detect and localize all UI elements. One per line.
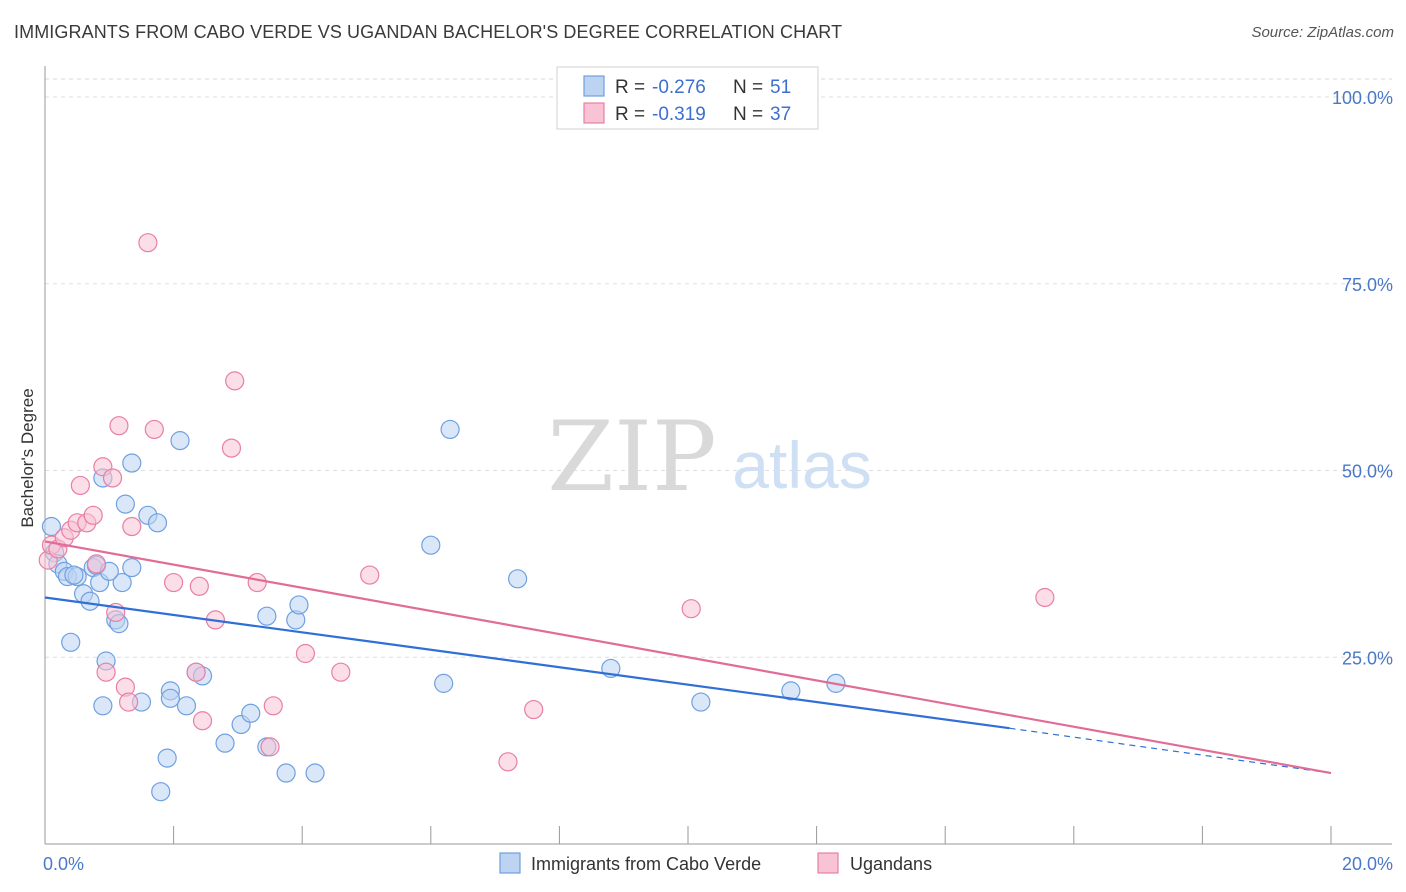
trend-line-ugandans <box>44 540 1332 775</box>
cabo-verde-point <box>215 733 235 753</box>
legend-r-label: R = <box>615 104 645 125</box>
cabo-verde-point <box>257 606 277 626</box>
cabo-verde-point <box>276 763 296 783</box>
trend-line-cabo-verde-extension <box>1009 727 1332 774</box>
cabo-verde-point <box>170 431 190 451</box>
legend-swatch <box>583 75 605 97</box>
cabo-verde-point <box>93 696 113 716</box>
cabo-verde-point <box>61 632 81 652</box>
x-tick-label-min: 0.0% <box>43 854 84 874</box>
ugandan-point <box>192 711 213 731</box>
cabo-verde-point <box>421 535 441 555</box>
legend-n-label: N = <box>733 77 763 98</box>
cabo-verde-point <box>122 453 142 473</box>
ugandan-point <box>189 576 209 596</box>
ugandan-point <box>118 692 139 712</box>
cabo-verde-point <box>440 419 460 440</box>
ugandan-point <box>524 699 544 720</box>
series-cabo-verde-points <box>41 419 846 802</box>
cabo-verde-point <box>781 681 801 701</box>
ugandan-point <box>360 565 380 585</box>
ugandan-point <box>138 233 158 253</box>
legend-r-value: -0.319 <box>652 104 706 125</box>
ugandan-point <box>221 438 242 458</box>
legend-r-label: R = <box>615 77 645 98</box>
cabo-verde-point <box>305 763 325 783</box>
cabo-verde-point <box>151 782 171 802</box>
ugandan-point <box>295 643 316 664</box>
source-label: Source: ZipAtlas.com <box>1251 24 1394 41</box>
legend-n-value: 51 <box>770 77 791 98</box>
y-tick-label: 75.0% <box>1342 275 1393 295</box>
legend-n-value: 37 <box>770 104 791 125</box>
ugandan-point <box>225 371 245 391</box>
ugandan-point <box>86 554 107 574</box>
legend: R = -0.276 N = 51 R = -0.319 N = 37 <box>556 66 819 130</box>
bottom-legend-swatch <box>499 852 521 874</box>
ugandan-point <box>109 416 129 436</box>
ugandan-point <box>263 696 283 716</box>
bottom-legend-label: Immigrants from Cabo Verde <box>531 854 761 874</box>
cabo-verde-point <box>176 696 197 716</box>
legend-r-value: -0.276 <box>652 77 706 98</box>
cabo-verde-point <box>147 513 168 533</box>
bottom-legend: Immigrants from Cabo Verde Ugandans <box>499 852 932 874</box>
ugandan-point <box>70 475 90 496</box>
cabo-verde-point <box>434 673 454 693</box>
legend-n-label: N = <box>733 104 763 125</box>
x-tick-label-max: 20.0% <box>1342 854 1393 874</box>
ugandan-point <box>331 662 351 682</box>
bottom-legend-label: Ugandans <box>850 854 932 874</box>
ugandan-point <box>1035 587 1055 608</box>
cabo-verde-point <box>115 494 135 514</box>
legend-swatch <box>583 102 605 124</box>
y-tick-label: 100.0% <box>1332 88 1393 108</box>
cabo-verde-point <box>160 688 180 708</box>
trend-lines <box>44 540 1332 775</box>
cabo-verde-point <box>80 591 100 611</box>
cabo-verde-point <box>122 558 142 578</box>
y-tick-label: 25.0% <box>1342 648 1393 668</box>
y-axis-label: Bachelor's Degree <box>18 388 37 527</box>
bottom-legend-swatch <box>817 852 839 874</box>
watermark-zip: ZIP <box>547 401 716 513</box>
cabo-verde-point <box>508 569 528 589</box>
ugandan-point <box>260 737 280 757</box>
grid-lines <box>45 78 1392 658</box>
ugandan-point <box>144 419 164 440</box>
axes <box>44 66 1392 845</box>
cabo-verde-point <box>64 565 84 585</box>
ugandan-point <box>681 599 701 619</box>
cabo-verde-point <box>41 516 62 537</box>
cabo-verde-point <box>157 748 177 768</box>
cabo-verde-point <box>112 572 132 593</box>
watermark-atlas: atlas <box>732 428 871 502</box>
watermark: ZIP atlas <box>547 401 871 513</box>
ugandan-point <box>186 662 206 682</box>
cabo-verde-point <box>691 692 711 712</box>
cabo-verde-point <box>289 595 309 615</box>
ugandan-point <box>102 468 123 488</box>
cabo-verde-point <box>241 703 261 723</box>
y-tick-label: 50.0% <box>1342 462 1393 482</box>
ugandan-point <box>498 752 518 772</box>
trend-line-cabo-verde <box>44 596 1010 730</box>
ugandan-point <box>247 572 267 593</box>
chart-title: IMMIGRANTS FROM CABO VERDE VS UGANDAN BA… <box>14 22 843 42</box>
tick-labels: 100.0% 75.0% 50.0% 25.0% 0.0% 20.0% <box>43 88 1393 874</box>
ugandan-point <box>83 505 103 525</box>
ugandan-point <box>164 572 184 593</box>
ugandan-point <box>122 516 142 537</box>
ugandan-point <box>96 662 116 682</box>
